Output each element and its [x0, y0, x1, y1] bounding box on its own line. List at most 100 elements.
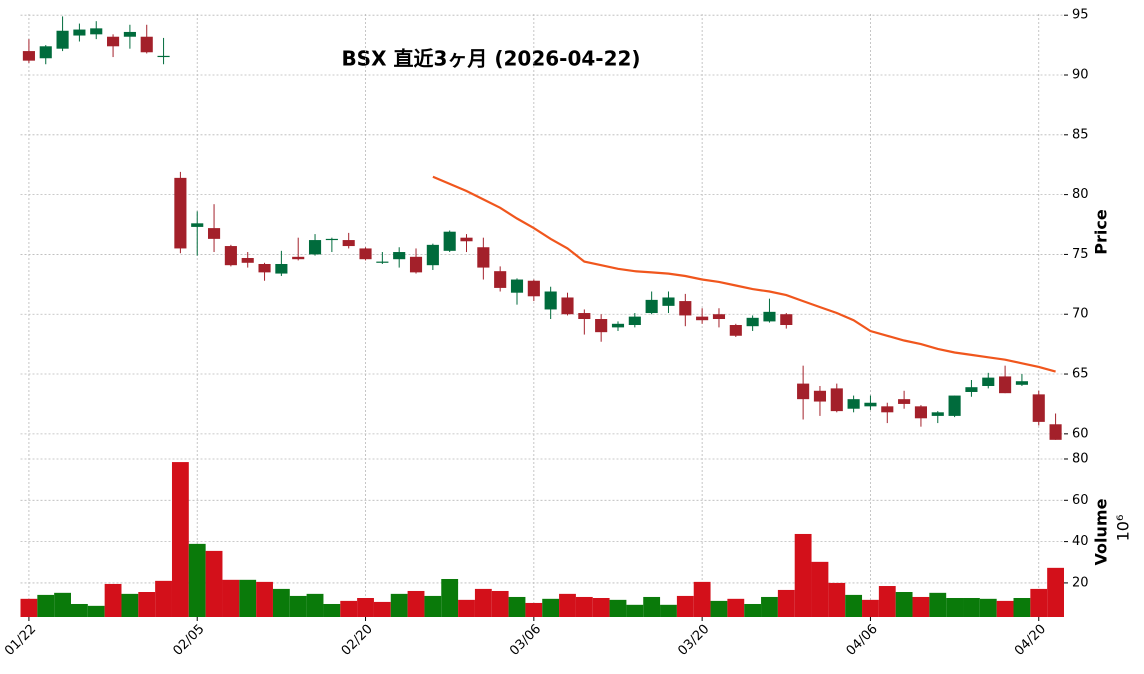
- candle-body: [544, 291, 557, 310]
- volume-scale-label: 10⁶: [1114, 515, 1133, 542]
- candle-body: [898, 399, 911, 404]
- candle-body: [813, 390, 827, 402]
- volume-bar: [727, 598, 745, 617]
- y-tick-label: 65: [1072, 367, 1089, 382]
- volume-bar: [441, 578, 459, 617]
- volume-bar: [121, 593, 139, 617]
- chart-title: BSX 直近3ヶ月 (2026-04-22): [341, 47, 640, 71]
- candle-body: [965, 387, 978, 392]
- volume-bar: [895, 592, 913, 617]
- candle-body: [662, 297, 675, 306]
- candle-body: [292, 256, 305, 260]
- volume-bar: [559, 593, 576, 617]
- volume-bar: [222, 579, 240, 617]
- candle-body: [191, 223, 204, 227]
- x-tick-label: 04/20: [1012, 622, 1049, 659]
- volume-bar: [626, 604, 644, 617]
- volume-bar: [188, 543, 206, 617]
- volume-bar: [54, 592, 71, 617]
- candle-body: [696, 316, 709, 321]
- y-tick-label: 70: [1072, 307, 1089, 322]
- candle-body: [393, 252, 406, 260]
- candle-body: [157, 55, 170, 58]
- candle-body: [510, 279, 524, 293]
- x-tick-label: 02/20: [339, 622, 376, 659]
- y-tick-label: 90: [1072, 68, 1089, 83]
- candle-body: [376, 261, 389, 263]
- volume-bar: [87, 605, 105, 617]
- volume-bar: [761, 596, 778, 617]
- candle-body: [780, 314, 793, 325]
- volume-bar: [155, 580, 172, 617]
- volume-bar: [676, 595, 694, 617]
- candle-body: [645, 299, 658, 314]
- candle-body: [258, 263, 271, 273]
- y-tick-label: 75: [1072, 247, 1089, 262]
- candle-body: [578, 313, 591, 320]
- y-tick-label: 80: [1072, 451, 1089, 466]
- candle-body: [999, 376, 1012, 394]
- candle-body: [22, 51, 35, 61]
- volume-bar: [794, 533, 812, 617]
- volume-bar: [474, 588, 492, 617]
- volume-bar: [20, 598, 38, 617]
- volume-bar: [710, 600, 728, 617]
- volume-bar: [37, 594, 55, 617]
- candle-body: [763, 311, 776, 322]
- volume-bar: [138, 592, 156, 617]
- candle-body: [241, 258, 254, 263]
- volume-bar: [289, 595, 307, 617]
- volume-bar: [491, 590, 509, 617]
- volume-bar: [205, 550, 223, 617]
- candle-body: [443, 231, 456, 251]
- volume-bar: [609, 599, 627, 617]
- volume-bar: [996, 600, 1014, 617]
- volume-bar: [70, 603, 88, 617]
- candle-body: [1015, 381, 1028, 385]
- candle-body: [797, 383, 810, 400]
- candle-body: [409, 256, 423, 273]
- volume-bar: [575, 596, 593, 617]
- volume-axis-label: Volume: [1092, 498, 1111, 565]
- candle-body: [123, 31, 136, 37]
- candle-body: [931, 412, 944, 416]
- candle-body: [611, 323, 625, 328]
- volume-bar: [979, 598, 997, 617]
- candle-body: [460, 237, 473, 242]
- volume-bar: [963, 597, 980, 617]
- price-axis-label: Price: [1092, 209, 1111, 255]
- candle-body: [477, 247, 490, 268]
- volume-bar: [104, 583, 122, 617]
- candle-body: [948, 395, 961, 416]
- candle-body: [174, 177, 187, 249]
- candle-body: [207, 228, 221, 239]
- volume-bar: [323, 603, 341, 617]
- volume-bar: [525, 602, 543, 617]
- y-tick-label: 60: [1072, 493, 1089, 508]
- volume-bar: [811, 561, 829, 617]
- candle-body: [494, 271, 507, 288]
- volume-bar: [1013, 597, 1031, 617]
- candle-body: [1049, 424, 1062, 440]
- candle-body: [712, 314, 726, 320]
- candle-body: [914, 406, 927, 419]
- candle-body: [982, 377, 995, 386]
- volume-bar: [458, 599, 475, 617]
- x-tick-label: 02/05: [170, 622, 207, 659]
- volume-bar: [744, 603, 762, 617]
- volume-bar: [272, 588, 290, 617]
- candle-body: [847, 399, 860, 409]
- volume-bar: [390, 593, 408, 617]
- volume-bar: [777, 589, 795, 617]
- candle-body: [746, 317, 759, 327]
- volume-bar: [239, 579, 257, 617]
- y-tick-label: 40: [1072, 534, 1089, 549]
- candle-body: [1032, 394, 1045, 422]
- volume-bar: [660, 604, 677, 617]
- candle-body: [679, 301, 692, 316]
- x-tick-label: 04/06: [844, 622, 881, 659]
- candle-body: [140, 36, 153, 53]
- candle-body: [527, 280, 540, 297]
- volume-bar: [256, 581, 273, 617]
- volume-bar: [643, 596, 661, 617]
